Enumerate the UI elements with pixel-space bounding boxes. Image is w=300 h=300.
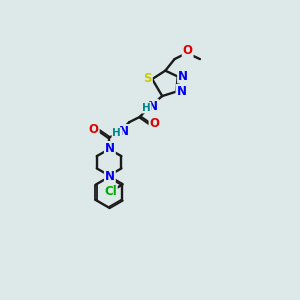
Text: Cl: Cl [104,185,117,198]
Text: N: N [148,100,158,112]
Text: N: N [178,70,188,83]
Text: S: S [143,72,152,85]
Text: N: N [119,125,129,138]
Text: O: O [183,44,193,57]
Text: O: O [89,123,99,136]
Text: O: O [149,116,160,130]
Text: H: H [142,103,150,112]
Text: N: N [105,142,115,155]
Text: N: N [176,85,187,98]
Text: H: H [112,128,121,138]
Text: N: N [105,169,115,183]
